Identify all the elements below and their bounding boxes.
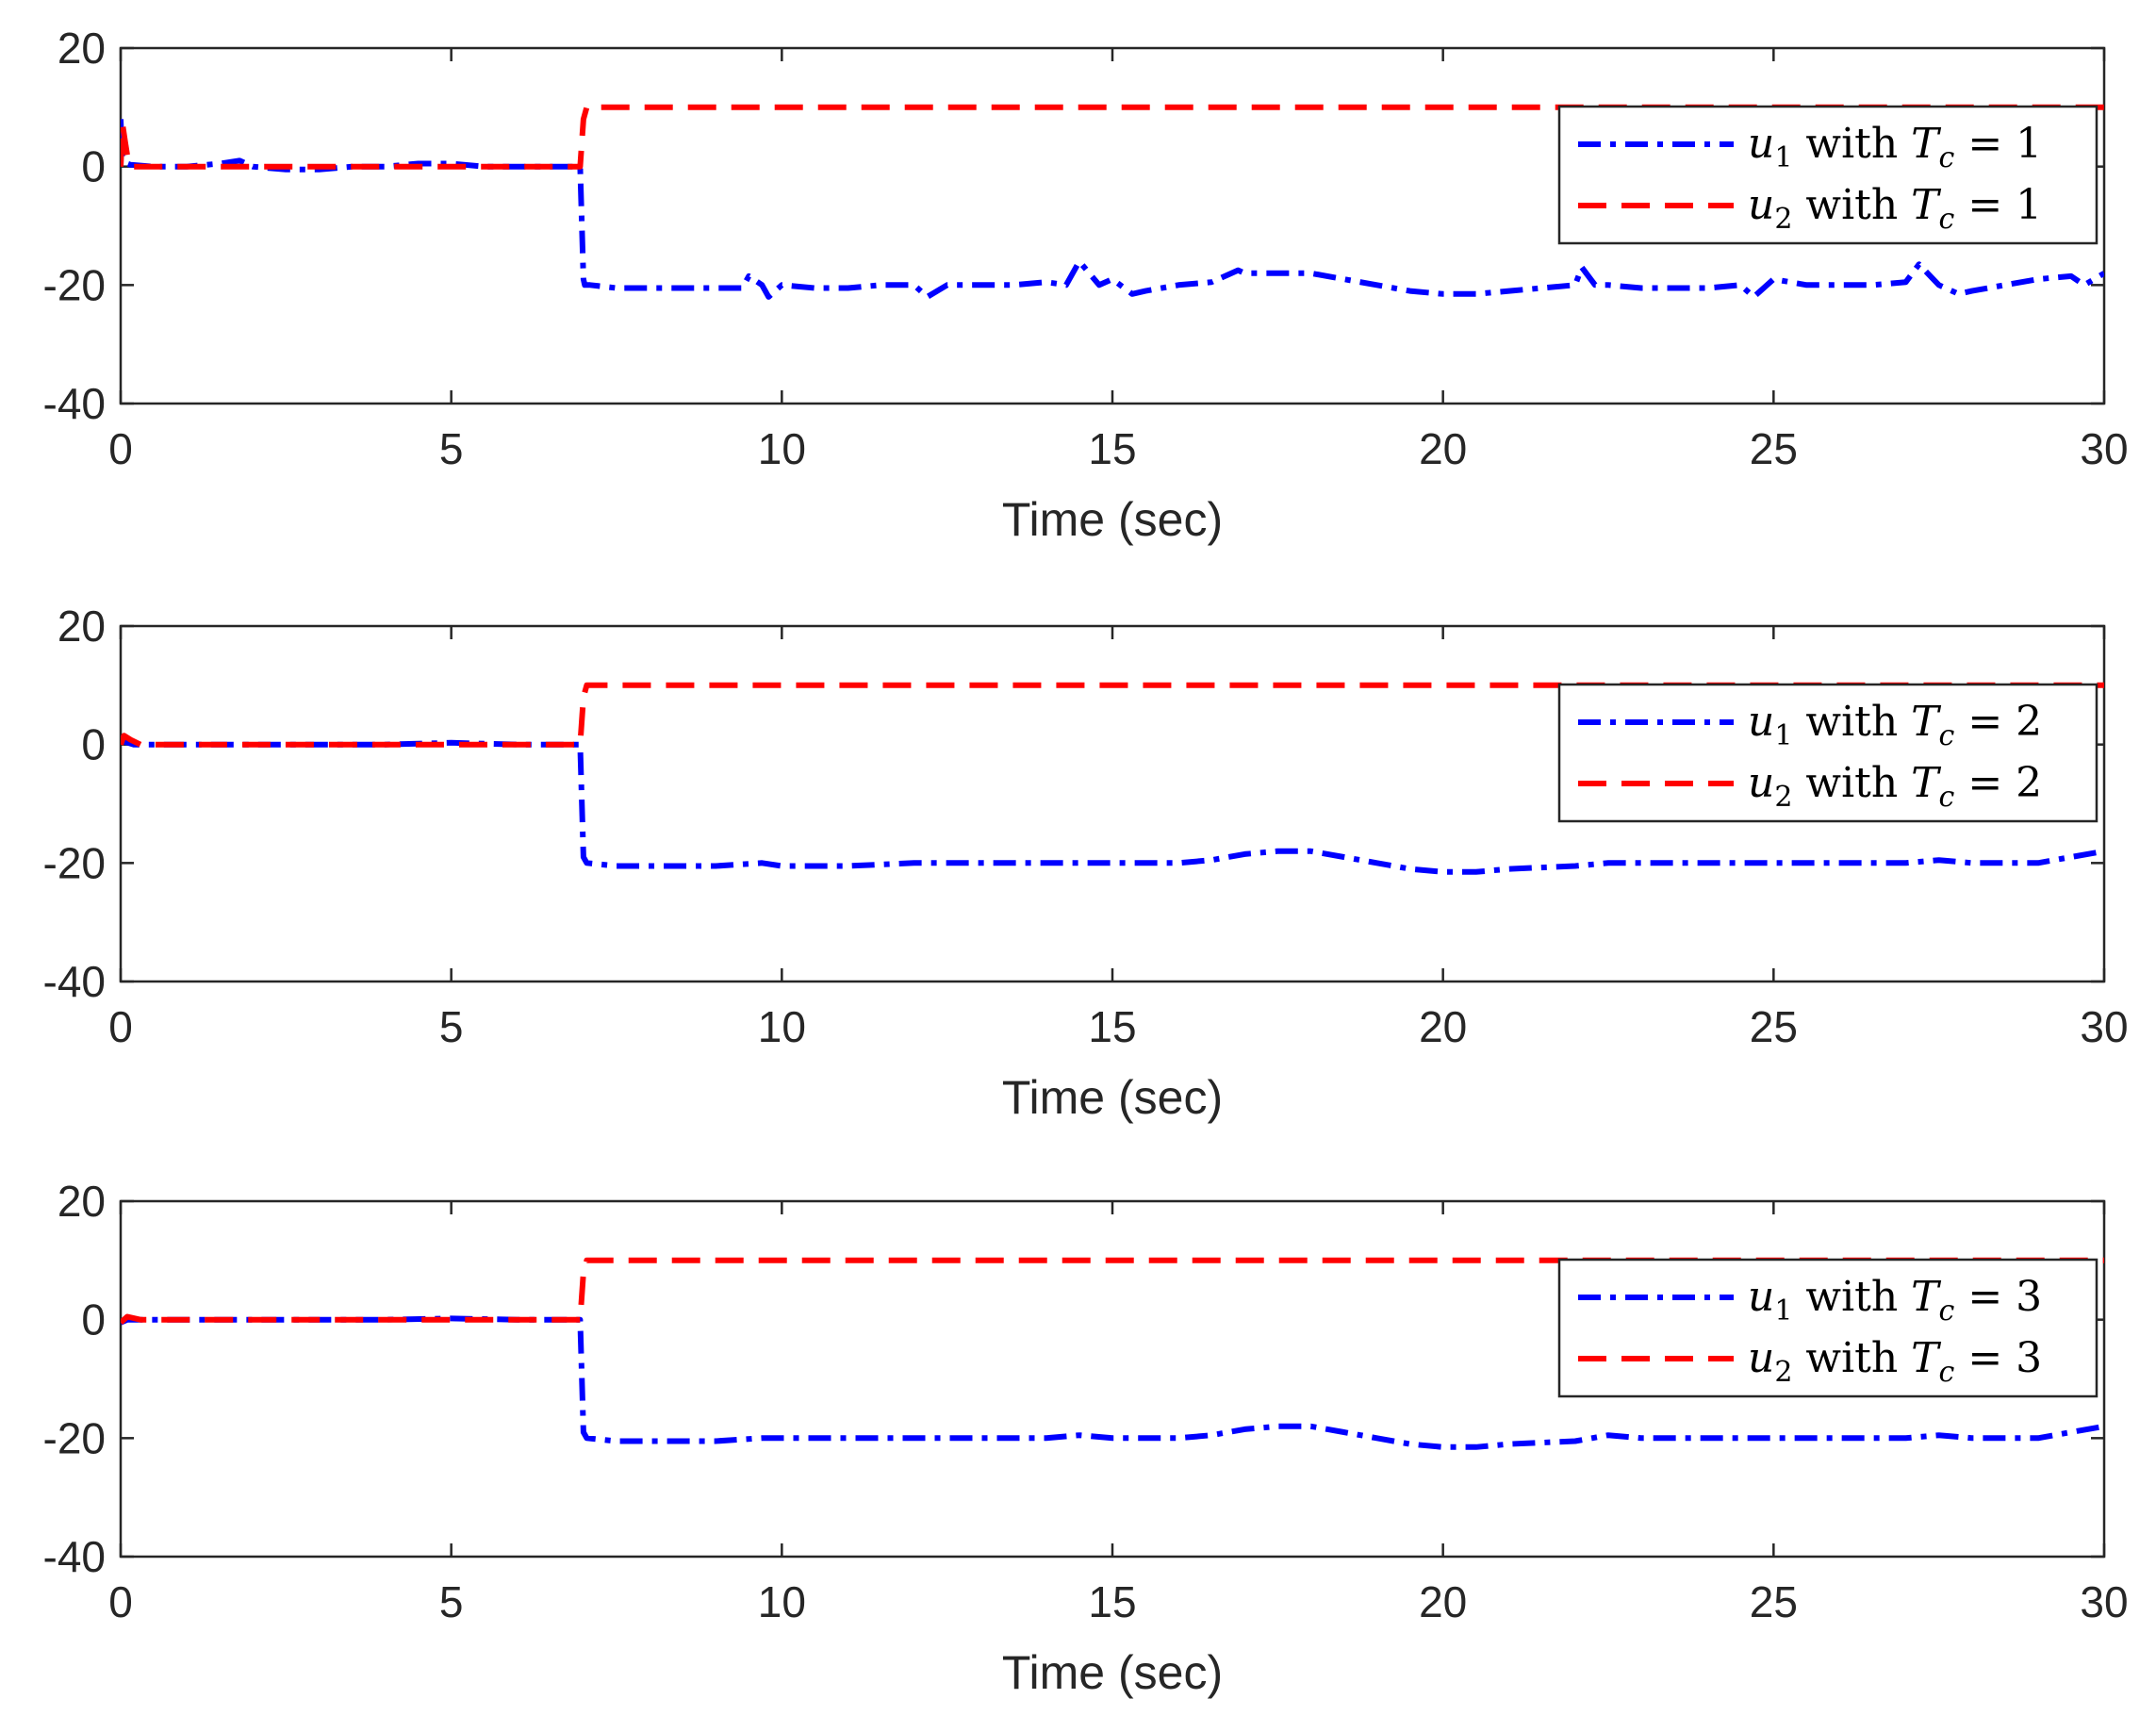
legend-box bbox=[1557, 683, 2098, 823]
x-axis-label: Time (sec) bbox=[1002, 1646, 1223, 1699]
y-tick-label: 20 bbox=[58, 24, 106, 73]
series-line-u1 bbox=[121, 119, 2104, 300]
y-tick-label: 20 bbox=[58, 602, 106, 651]
y-tick-label: 0 bbox=[81, 1295, 106, 1344]
x-axis-label: Time (sec) bbox=[1002, 493, 1223, 546]
legend-param-sub: c bbox=[1939, 141, 1955, 174]
legend-eq: = 2 bbox=[1954, 698, 2042, 746]
legend-text: with bbox=[1792, 698, 1911, 746]
x-tick-label: 25 bbox=[1750, 1577, 1798, 1626]
legend-sub: 1 bbox=[1774, 1295, 1792, 1328]
x-tick-label: 15 bbox=[1088, 1002, 1136, 1051]
x-tick-label: 15 bbox=[1088, 1577, 1136, 1626]
legend-var: u bbox=[1748, 698, 1774, 746]
series-line-u1 bbox=[121, 1315, 2104, 1450]
x-tick-label: 20 bbox=[1419, 1577, 1467, 1626]
legend-sub: 2 bbox=[1774, 1356, 1792, 1389]
y-tick-label: -40 bbox=[43, 379, 106, 428]
legend-eq: = 3 bbox=[1954, 1273, 2042, 1321]
legend: u1 with Tc = 2u2 with Tc = 2 bbox=[1557, 683, 2098, 823]
series-line-u2 bbox=[121, 104, 2104, 170]
x-tick-label: 20 bbox=[1419, 1002, 1467, 1051]
subplot-2: 0 5 10 15 20 25 30 20 0 -20 -40 Time (sec) u1 with T… bbox=[43, 602, 2129, 1124]
legend: u1 with Tc = 3u2 with Tc = 3 bbox=[1557, 1258, 2098, 1398]
legend-param-sub: c bbox=[1939, 719, 1955, 752]
y-tick-label: 0 bbox=[81, 720, 106, 769]
legend-eq: = 2 bbox=[1954, 759, 2042, 807]
legend-eq: = 1 bbox=[1954, 120, 2042, 168]
y-tick-label: -40 bbox=[43, 957, 106, 1006]
legend-box bbox=[1557, 105, 2098, 245]
x-tick-label: 0 bbox=[108, 1002, 133, 1051]
legend-entry-u2: u2 with Tc = 1 bbox=[1748, 181, 2042, 236]
x-tick-label: 10 bbox=[758, 1577, 806, 1626]
y-tick-label: 20 bbox=[58, 1177, 106, 1226]
legend-param: T bbox=[1911, 120, 1942, 168]
legend-entry-u1: u1 with Tc = 1 bbox=[1748, 120, 2042, 174]
y-tick-label: -20 bbox=[43, 838, 106, 887]
x-tick-label: 15 bbox=[1088, 424, 1136, 473]
legend-text: with bbox=[1792, 759, 1911, 807]
legend-param-sub: c bbox=[1939, 781, 1955, 814]
legend-box bbox=[1557, 1258, 2098, 1398]
x-tick-label: 10 bbox=[758, 1002, 806, 1051]
x-tick-label: 25 bbox=[1750, 1002, 1798, 1051]
legend-param: T bbox=[1911, 759, 1942, 807]
x-tick-label: 5 bbox=[439, 424, 464, 473]
x-tick-label: 0 bbox=[108, 1577, 133, 1626]
legend-var: u bbox=[1748, 120, 1774, 168]
legend-param: T bbox=[1911, 1334, 1942, 1382]
y-tick-label: -20 bbox=[43, 1413, 106, 1462]
x-axis-label: Time (sec) bbox=[1002, 1071, 1223, 1124]
legend-sub: 1 bbox=[1774, 719, 1792, 752]
legend: u1 with Tc = 1u2 with Tc = 1 bbox=[1557, 105, 2098, 245]
legend-param-sub: c bbox=[1939, 1356, 1955, 1389]
legend-var: u bbox=[1748, 759, 1774, 807]
legend-eq: = 3 bbox=[1954, 1334, 2042, 1382]
x-tick-label: 30 bbox=[2080, 1002, 2128, 1051]
legend-entry-u1: u1 with Tc = 3 bbox=[1748, 1273, 2042, 1328]
legend-param: T bbox=[1911, 181, 1942, 229]
subplot-3: 0 5 10 15 20 25 30 20 0 -20 -40 Time (sec) u1 with T… bbox=[43, 1177, 2129, 1699]
legend-text: with bbox=[1792, 1273, 1911, 1321]
subplot-1: 0 5 10 15 20 25 30 20 0 -20 -40 Time (sec) u1 with T… bbox=[43, 24, 2129, 546]
x-tick-label: 10 bbox=[758, 424, 806, 473]
y-tick-label: 0 bbox=[81, 142, 106, 191]
x-tick-label: 20 bbox=[1419, 424, 1467, 473]
x-tick-label: 25 bbox=[1750, 424, 1798, 473]
legend-entry-u2: u2 with Tc = 3 bbox=[1748, 1334, 2042, 1389]
legend-var: u bbox=[1748, 1334, 1774, 1382]
legend-eq: = 1 bbox=[1954, 181, 2042, 229]
legend-sub: 1 bbox=[1774, 141, 1792, 174]
x-tick-label: 30 bbox=[2080, 1577, 2128, 1626]
y-tick-label: -20 bbox=[43, 260, 106, 309]
legend-var: u bbox=[1748, 1273, 1774, 1321]
x-tick-label: 30 bbox=[2080, 424, 2128, 473]
legend-param-sub: c bbox=[1939, 203, 1955, 236]
legend-var: u bbox=[1748, 181, 1774, 229]
legend-param: T bbox=[1911, 698, 1942, 746]
x-tick-label: 5 bbox=[439, 1577, 464, 1626]
legend-sub: 2 bbox=[1774, 781, 1792, 814]
legend-text: with bbox=[1792, 120, 1911, 168]
y-tick-label: -40 bbox=[43, 1532, 106, 1581]
legend-param-sub: c bbox=[1939, 1295, 1955, 1328]
legend-param: T bbox=[1911, 1273, 1942, 1321]
legend-entry-u1: u1 with Tc = 2 bbox=[1748, 698, 2042, 752]
legend-sub: 2 bbox=[1774, 203, 1792, 236]
legend-entry-u2: u2 with Tc = 2 bbox=[1748, 759, 2042, 814]
x-tick-label: 0 bbox=[108, 424, 133, 473]
legend-text: with bbox=[1792, 181, 1911, 229]
x-tick-label: 5 bbox=[439, 1002, 464, 1051]
series-line-u2 bbox=[121, 682, 2104, 748]
legend-text: with bbox=[1792, 1334, 1911, 1382]
